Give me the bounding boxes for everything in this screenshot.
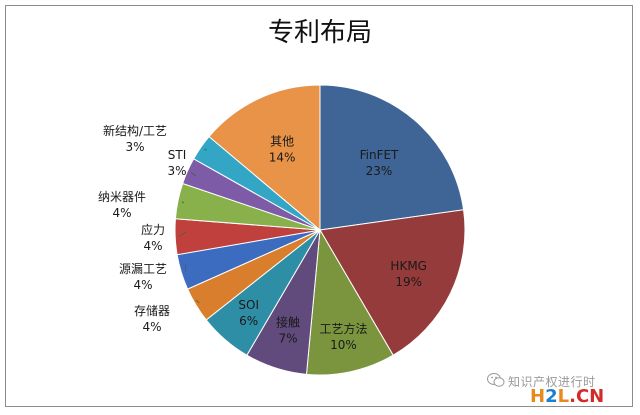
slice-percent-label: 23% [366,164,393,178]
slice-percent-label: 6% [239,314,258,328]
slice-percent-label: 10% [330,338,357,352]
slice-label: 源漏工艺 [119,262,167,276]
slice-label: 新结构/工艺 [103,123,167,138]
watermark-text: 知识产权进行时 [508,375,596,389]
slice-percent-label: 3% [125,140,144,154]
slice-label: 应力 [141,222,165,237]
brand-l: L [557,386,570,407]
leader-line [184,263,187,272]
leader-line [178,231,187,237]
wechat-icon [487,373,505,387]
brand-h: H [530,386,546,407]
brand-dot: . [569,386,576,407]
slice-label: 纳米器件 [98,190,146,204]
slice-percent-label: 7% [278,331,297,345]
leader-line [181,201,185,204]
slice-percent-label: 19% [395,275,422,289]
slice-label: FinFET [360,148,399,162]
slice-label: SOI [238,298,259,312]
slice-percent-label: 14% [269,151,296,165]
slice-label: 接触 [276,314,300,329]
slice-percent-label: 3% [167,164,186,178]
pie-slice [305,228,394,376]
slice-label: 存储器 [134,303,170,318]
leader-line [195,299,200,304]
chart-title: 专利布局 [267,18,372,48]
slice-percent-label: 4% [112,206,131,220]
slice-percent-label: 4% [143,239,162,253]
slice-percent-label: 4% [142,320,161,334]
watermark-brand: H2L.CN [530,386,604,407]
slice-label: HKMG [390,259,427,273]
leader-line [190,172,197,177]
slice-label: STI [168,148,187,162]
pie-slice [319,209,466,356]
brand-cn: CN [575,386,605,407]
pie-slice [208,84,321,232]
slice-percent-label: 4% [133,278,152,292]
slice-label: 其他 [270,135,294,149]
slice-label: 工艺方法 [319,321,367,336]
brand-2: 2 [545,386,558,407]
pie-slice [319,84,465,231]
